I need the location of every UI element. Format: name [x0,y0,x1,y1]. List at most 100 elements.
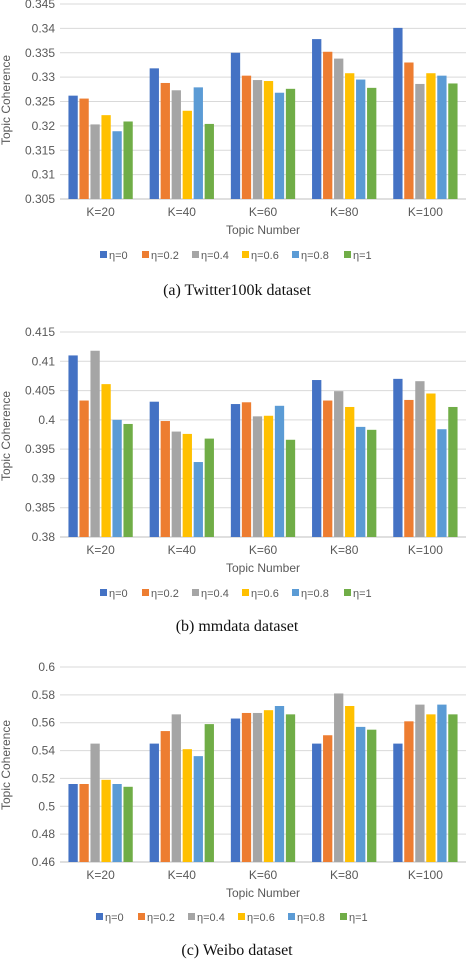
bar [426,73,436,199]
y-tick-label: 0.33 [32,70,56,84]
legend-swatch [188,913,195,920]
legend-label: η=1 [353,250,372,262]
bar [79,98,89,199]
bar [274,405,285,537]
bar [367,87,377,199]
bar [393,378,403,537]
y-tick-label: 0.56 [32,716,56,730]
legend-label: η=0.4 [201,588,229,600]
bar [241,712,252,862]
x-axis-label: Topic Number [226,223,300,237]
bar [252,416,263,537]
bar [112,419,122,537]
bar [204,724,214,862]
y-axis-label: Topic Coherence [0,391,13,481]
bar [334,391,344,537]
y-tick-label: 0.34 [32,21,56,35]
legend-swatch [142,251,149,258]
bar [345,406,355,537]
y-tick-label: 0.32 [32,119,56,133]
legend-swatch [96,913,103,920]
y-tick-label: 0.39 [32,471,56,485]
x-tick-label: K=20 [86,205,115,219]
bar [356,726,366,862]
bar [90,124,100,199]
y-tick-label: 0.41 [32,354,56,368]
x-tick-label: K=100 [408,543,443,557]
bar [204,123,214,199]
bar [171,431,181,537]
bar [285,714,296,862]
x-tick-label: K=40 [168,868,197,882]
bar [112,784,122,862]
bar [79,784,89,862]
bar [241,402,252,537]
bar [415,83,425,199]
x-axis-label: Topic Number [226,886,300,900]
legend-swatch [242,589,249,596]
y-tick-label: 0.31 [32,168,56,182]
bar [448,714,458,862]
bar [334,693,344,862]
legend-label: η=0.6 [251,250,279,262]
legend-swatch [192,589,199,596]
bar [90,350,100,537]
y-tick-label: 0.405 [25,384,55,398]
bar [274,92,285,199]
bar [312,380,322,537]
y-tick-label: 0.54 [32,744,56,758]
y-tick-label: 0.415 [25,325,55,339]
y-tick-label: 0.52 [32,771,56,785]
legend-swatch [344,251,351,258]
chart-weibo: 0.46 0.48 0.5 0.52 0.54 0.56 0.58 0.6 Topic Cohe… [0,655,474,966]
legend-label: η=1 [353,588,372,600]
legend-label: η=0.8 [297,912,325,924]
bar [160,731,170,862]
y-tick-label: 0.395 [25,442,55,456]
legend-label: η=0.8 [301,250,329,262]
bar [230,718,241,862]
bar [323,51,333,200]
bar [437,429,447,537]
y-axis-label: Topic Coherence [0,55,13,145]
y-tick-label: 0.335 [25,46,55,60]
bar [367,429,377,537]
bar [323,735,333,862]
x-tick-label: K=100 [408,868,443,882]
bar [171,90,181,199]
bar [193,756,203,862]
legend-swatch [292,251,299,258]
legend-swatch [288,913,295,920]
bar [345,73,355,199]
caption-twitter100k: (a) Twitter100k dataset [163,282,311,299]
legend-swatch [100,589,107,596]
bar [112,131,122,199]
legend-label: η=0.8 [301,588,329,600]
bar [252,80,263,199]
bar [193,87,203,199]
bar [182,433,192,537]
x-tick-label: K=40 [168,205,197,219]
bar [274,706,285,862]
bar [404,721,414,862]
x-axis-label: Topic Number [226,561,300,575]
legend-label: η=0.2 [151,250,179,262]
bar [415,704,425,862]
legend-swatch [142,589,149,596]
bar [312,39,322,199]
y-tick-label: 0.46 [32,855,56,869]
x-tick-label: K=80 [330,868,359,882]
chart-mmdata: 0.38 0.385 0.39 0.395 0.4 0.405 0.41 0.415 Topic… [0,318,474,648]
bar [252,712,263,862]
chart-twitter100k-svg: 0.305 0.31 0.315 0.32 0.325 0.33 0.335 0.34 0.34… [0,0,466,262]
x-tick-label: K=20 [86,868,115,882]
bar [263,81,274,199]
bar [90,743,100,862]
legend-swatch [292,589,299,596]
bar [356,79,366,199]
chart-mmdata-svg: 0.38 0.385 0.39 0.395 0.4 0.405 0.41 0.415 Topic… [0,325,466,600]
bar [101,384,111,537]
bar [149,743,159,862]
chart-twitter100k: 0.305 0.31 0.315 0.32 0.325 0.33 0.335 0.34 0.34… [0,0,474,310]
x-tick-label: K=80 [330,205,359,219]
